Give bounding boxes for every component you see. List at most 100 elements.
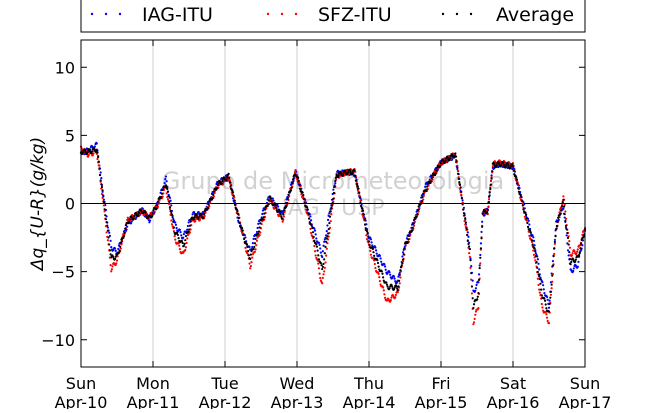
data-point-average — [160, 195, 163, 199]
data-point-iag-itu — [389, 273, 392, 276]
data-point-average — [315, 245, 319, 248]
data-point-average — [481, 225, 484, 228]
data-point-average — [257, 232, 260, 235]
data-point-average — [538, 278, 541, 281]
data-point-sfz-itu — [254, 248, 257, 251]
data-point-sfz-itu — [168, 207, 172, 211]
data-point-average — [192, 217, 196, 221]
data-point-average — [307, 212, 310, 215]
data-point-average — [143, 209, 146, 212]
data-point-average — [325, 237, 328, 240]
data-point-average — [100, 185, 104, 189]
data-point-average — [464, 217, 467, 220]
data-point-average — [160, 192, 164, 195]
x-tick-date-label: Apr-14 — [343, 393, 396, 409]
data-point-average — [382, 279, 385, 282]
data-point-sfz-itu — [329, 220, 332, 223]
data-point-iag-itu — [180, 234, 183, 237]
legend-marker — [118, 12, 122, 16]
data-point-average — [246, 245, 249, 248]
data-point-average — [294, 173, 297, 176]
data-point-average — [102, 201, 106, 204]
data-point-sfz-itu — [120, 243, 123, 246]
data-point-average — [183, 242, 186, 245]
data-point-average — [346, 171, 350, 174]
data-point-iag-itu — [276, 203, 279, 206]
data-point-average — [156, 204, 159, 207]
data-point-iag-itu — [401, 255, 404, 258]
data-point-sfz-itu — [213, 191, 216, 195]
data-point-average — [308, 217, 311, 220]
data-point-average — [267, 202, 270, 206]
data-point-iag-itu — [577, 260, 580, 263]
data-point-sfz-itu — [100, 193, 104, 196]
data-point-average — [286, 197, 289, 200]
data-point-average — [166, 190, 170, 193]
data-point-iag-itu — [394, 280, 397, 283]
data-point-sfz-itu — [321, 276, 324, 280]
data-point-average — [202, 216, 205, 219]
data-point-sfz-itu — [184, 248, 187, 252]
data-point-iag-itu — [186, 228, 189, 231]
data-point-iag-itu — [581, 244, 584, 247]
data-point-average — [529, 231, 532, 234]
data-point-average — [543, 299, 547, 302]
data-point-average — [237, 212, 240, 215]
data-point-sfz-itu — [103, 210, 106, 213]
data-point-average — [468, 245, 471, 248]
data-point-average — [524, 211, 527, 214]
data-point-average — [95, 148, 98, 151]
legend-marker — [104, 12, 108, 16]
data-point-iag-itu — [470, 264, 473, 268]
data-point-average — [326, 232, 330, 235]
data-point-average — [434, 172, 437, 175]
data-point-sfz-itu — [523, 215, 526, 218]
data-point-average — [211, 196, 214, 200]
x-tick-day-label: Sun — [570, 374, 600, 393]
x-tick-date-label: Apr-11 — [127, 393, 180, 409]
data-point-average — [530, 239, 534, 242]
data-point-average — [519, 193, 522, 197]
data-point-iag-itu — [466, 231, 469, 234]
data-point-sfz-itu — [570, 254, 574, 257]
data-point-average — [176, 233, 180, 237]
data-point-sfz-itu — [198, 218, 202, 221]
data-point-average — [358, 196, 361, 199]
data-point-average — [123, 231, 126, 234]
data-point-average — [368, 243, 371, 247]
data-point-average — [232, 194, 235, 197]
data-point-average — [252, 247, 255, 251]
data-point-average — [396, 287, 399, 290]
x-tick-date-label: Apr-10 — [55, 393, 108, 409]
legend-label: IAG-ITU — [142, 4, 213, 26]
data-point-sfz-itu — [249, 264, 252, 268]
data-point-sfz-itu — [470, 292, 474, 295]
data-point-sfz-itu — [530, 240, 534, 244]
data-point-average — [103, 208, 106, 211]
data-point-sfz-itu — [542, 309, 545, 312]
data-point-average — [101, 189, 104, 192]
data-point-average — [382, 276, 385, 279]
data-point-average — [544, 303, 547, 306]
data-point-average — [281, 217, 284, 220]
data-point-sfz-itu — [324, 261, 327, 264]
data-point-average — [564, 224, 568, 227]
data-point-iag-itu — [474, 289, 477, 292]
data-point-average — [291, 182, 294, 185]
data-point-average — [489, 187, 492, 191]
data-point-average — [545, 307, 548, 310]
data-point-average — [144, 211, 147, 214]
data-point-average — [113, 257, 117, 260]
data-point-iag-itu — [532, 239, 536, 242]
data-point-average — [152, 209, 155, 212]
legend-label: SFZ-ITU — [318, 4, 392, 26]
data-point-sfz-itu — [581, 233, 584, 237]
data-point-average — [156, 200, 160, 203]
legend-marker — [469, 12, 473, 16]
data-point-iag-itu — [255, 230, 259, 234]
data-point-average — [416, 208, 420, 212]
data-point-average — [326, 235, 329, 238]
data-point-sfz-itu — [390, 296, 393, 299]
data-point-sfz-itu — [474, 310, 478, 313]
data-point-iag-itu — [456, 167, 459, 171]
